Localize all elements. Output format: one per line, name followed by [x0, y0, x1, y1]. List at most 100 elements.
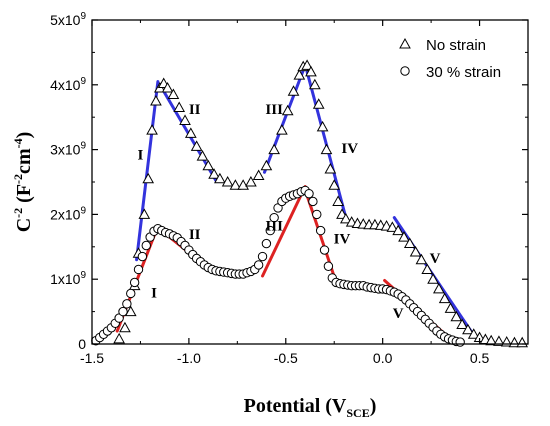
y-tick-exponent: 9 — [80, 11, 86, 22]
no-strain-point — [316, 120, 329, 132]
no-strain-point — [281, 104, 294, 116]
no-strain-fit-line — [135, 80, 160, 262]
y-axis-title-main: C — [13, 218, 35, 232]
no-strain-point — [124, 305, 137, 317]
no-strain-point — [305, 65, 317, 77]
y-tick-label: 1x109 — [50, 270, 86, 287]
y-axis-title-sup2: -2 — [11, 174, 25, 184]
no-strain-point — [138, 208, 151, 219]
strain-30-point — [133, 264, 144, 275]
no-strain-point — [146, 124, 158, 135]
no-strain-point — [467, 328, 480, 339]
no-strain-point — [179, 114, 191, 125]
strain-30-fit-line — [261, 185, 307, 278]
region-label: II — [189, 227, 201, 243]
strain-30-point — [257, 251, 268, 262]
no-strain-point — [268, 143, 281, 155]
region-label: V — [430, 251, 441, 267]
no-strain-point — [119, 321, 131, 333]
strain-30-point — [118, 306, 128, 317]
x-tick-label: 0.0 — [373, 350, 393, 366]
strain-30-point — [141, 240, 151, 251]
x-tick-label: -1.5 — [80, 350, 104, 366]
legend: No strain 30 % strain — [399, 37, 501, 81]
no-strain-point — [398, 231, 410, 242]
legend-label-30-strain: 30 % strain — [426, 64, 501, 81]
region-label: IV — [341, 141, 358, 157]
y-tick-label: 5x109 — [50, 11, 86, 28]
y-tick-exponent: 9 — [80, 205, 86, 216]
y-axis-title-unit: (F — [13, 184, 35, 208]
no-strain-point — [208, 168, 220, 179]
no-strain-point — [196, 150, 209, 161]
strain-30-point — [122, 299, 132, 309]
no-strain-point — [444, 302, 457, 313]
y-tick-label: 3x109 — [50, 141, 86, 158]
strain-30-point — [304, 188, 314, 199]
no-strain-point — [433, 282, 445, 294]
strain-30-point — [315, 225, 326, 236]
strain-30-point — [253, 260, 264, 270]
y-axis-title-sup: -2 — [11, 208, 25, 218]
y-tick-mantissa: 0 — [78, 336, 86, 352]
no-strain-point — [450, 310, 463, 322]
strain-30-point — [312, 209, 322, 220]
strain-30-point — [323, 261, 334, 271]
y-tick-label: 2x109 — [50, 205, 86, 222]
strain-30-point — [308, 196, 318, 207]
x-tick-label: -1.0 — [177, 350, 201, 366]
strain-30-point — [265, 225, 275, 236]
no-strain-point — [113, 332, 125, 344]
y-axis-title-close: ) — [13, 132, 35, 139]
no-strain-point — [293, 69, 306, 80]
y-axis-title: C-2 (F-2cm-4) — [11, 132, 35, 233]
y-tick-label: 4x109 — [50, 76, 86, 93]
y-tick-mantissa: 2x10 — [50, 206, 81, 222]
no-strain-point — [190, 140, 203, 151]
y-tick-mantissa: 3x10 — [50, 142, 81, 158]
no-strain-point — [312, 98, 325, 109]
y-axis-title-sup3: -4 — [11, 138, 25, 148]
no-strain-point — [462, 323, 474, 335]
strain-30-point — [129, 277, 140, 288]
no-strain-point — [328, 179, 341, 190]
no-strain-point — [229, 179, 242, 190]
region-label: IV — [334, 232, 351, 248]
axis-titles: Potential (VSCE)C-2 (F-2cm-4) — [11, 132, 376, 420]
region-label: I — [138, 147, 144, 163]
no-strain-point — [427, 273, 439, 284]
y-axis-title-unit2: cm — [13, 148, 35, 174]
y-tick-mantissa: 4x10 — [50, 77, 81, 93]
x-tick-label: 0.5 — [470, 350, 490, 366]
x-axis-title-close: ) — [370, 395, 377, 417]
strain-30-point — [126, 288, 136, 299]
no-strain-point — [324, 163, 337, 174]
no-strain-point — [339, 212, 352, 224]
no-strain-point — [392, 224, 405, 236]
strain-30-point — [455, 337, 465, 347]
x-axis-title-main: Potential (V — [244, 395, 347, 417]
no-strain-point — [456, 318, 468, 330]
no-strain-point — [276, 124, 288, 135]
strain-30-point — [261, 238, 272, 249]
no-strain-point — [332, 195, 344, 206]
y-tick-mantissa: 5x10 — [50, 12, 81, 28]
no-strain-point — [202, 159, 215, 171]
y-tick-exponent: 9 — [80, 76, 86, 87]
no-strain-point — [308, 78, 321, 90]
region-label: III — [265, 219, 283, 235]
region-label: II — [189, 102, 201, 118]
y-tick-exponent: 9 — [80, 141, 86, 152]
y-tick-label: 0 — [78, 336, 86, 352]
no-strain-point — [409, 245, 422, 257]
strain-30-point — [137, 251, 148, 262]
no-strain-point — [386, 221, 399, 232]
no-strain-point — [252, 169, 265, 181]
no-strain-point — [161, 82, 174, 93]
no-strain-point — [150, 94, 162, 106]
no-strain-point — [438, 292, 451, 304]
x-axis-title-sub: SCE — [346, 406, 369, 420]
no-strain-point — [173, 101, 186, 112]
